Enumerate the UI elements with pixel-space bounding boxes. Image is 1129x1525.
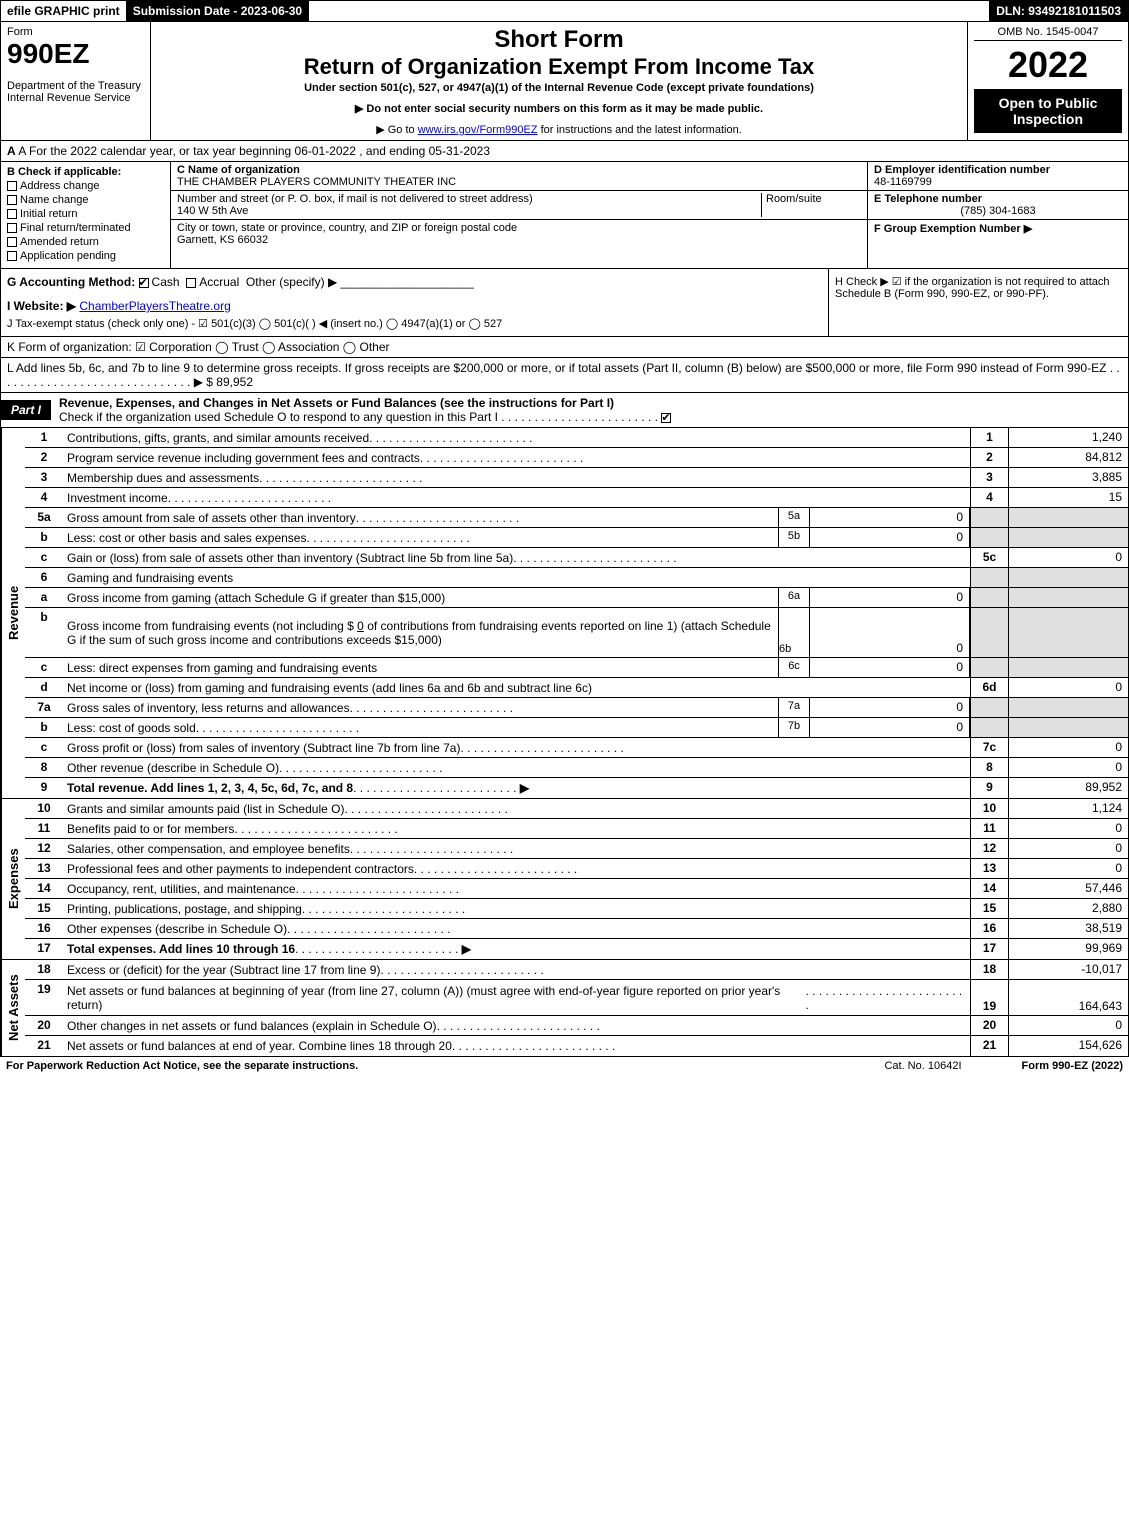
title-sub: Under section 501(c), 527, or 4947(a)(1)…	[157, 82, 961, 94]
chk-application-pending[interactable]: Application pending	[7, 250, 164, 262]
dept-label: Department of the Treasury Internal Reve…	[7, 80, 144, 104]
val-line1: 1,240	[1008, 428, 1128, 447]
header-center: Short Form Return of Organization Exempt…	[151, 22, 968, 140]
org-city: Garnett, KS 66032	[177, 234, 268, 246]
form-header: Form 990EZ Department of the Treasury In…	[0, 22, 1129, 141]
part-i-title: Revenue, Expenses, and Changes in Net As…	[51, 393, 1128, 427]
part-i-tab: Part I	[1, 400, 51, 420]
c-name-row: C Name of organization THE CHAMBER PLAYE…	[171, 162, 867, 191]
val-line7c: 0	[1008, 738, 1128, 757]
org-street: 140 W 5th Ave	[177, 205, 248, 217]
val-line10: 1,124	[1008, 799, 1128, 818]
row-h-schedule-b: H Check ▶ ☑ if the organization is not r…	[828, 269, 1128, 336]
header-left: Form 990EZ Department of the Treasury In…	[1, 22, 151, 140]
val-line8: 0	[1008, 758, 1128, 777]
val-line5a: 0	[810, 508, 970, 527]
val-line12: 0	[1008, 839, 1128, 858]
val-line16: 38,519	[1008, 919, 1128, 938]
form-label: Form	[7, 26, 144, 38]
side-netassets: Net Assets	[1, 960, 25, 1056]
chk-initial-return[interactable]: Initial return	[7, 208, 164, 220]
org-info-grid: B Check if applicable: Address change Na…	[0, 162, 1129, 269]
side-expenses: Expenses	[1, 799, 25, 959]
val-line15: 2,880	[1008, 899, 1128, 918]
chk-accrual[interactable]	[186, 278, 196, 288]
open-public-inspection: Open to Public Inspection	[974, 89, 1122, 133]
footer-catno: Cat. No. 10642I	[884, 1060, 961, 1072]
website-link[interactable]: ChamberPlayersTheatre.org	[79, 299, 230, 313]
omb-number: OMB No. 1545-0047	[974, 26, 1122, 41]
part-i-check[interactable]	[661, 413, 671, 423]
revenue-section: Revenue 1Contributions, gifts, grants, a…	[0, 428, 1129, 799]
chk-amended-return[interactable]: Amended return	[7, 236, 164, 248]
val-line6d: 0	[1008, 678, 1128, 697]
val-line6a: 0	[810, 588, 970, 607]
val-line7b: 0	[810, 718, 970, 737]
d-ein: D Employer identification number 48-1169…	[868, 162, 1128, 191]
e-phone: E Telephone number (785) 304-1683	[868, 191, 1128, 220]
tax-year: 2022	[974, 47, 1122, 83]
c-street-row: Number and street (or P. O. box, if mail…	[171, 191, 867, 220]
section-b: B Check if applicable: Address change Na…	[1, 162, 171, 268]
row-a-taxyear: A A For the 2022 calendar year, or tax y…	[0, 141, 1129, 162]
val-line9: 89,952	[1008, 778, 1128, 798]
row-l-gross: L Add lines 5b, 6c, and 7b to line 9 to …	[0, 358, 1129, 393]
val-line17: 99,969	[1008, 939, 1128, 959]
footer-paperwork: For Paperwork Reduction Act Notice, see …	[6, 1060, 884, 1072]
row-i-label: I Website: ▶	[7, 299, 76, 313]
side-revenue: Revenue	[1, 428, 25, 798]
part-i-header: Part I Revenue, Expenses, and Changes in…	[0, 393, 1129, 428]
val-line20: 0	[1008, 1016, 1128, 1035]
val-line18: -10,017	[1008, 960, 1128, 979]
val-line7a: 0	[810, 698, 970, 717]
val-line21: 154,626	[1008, 1036, 1128, 1056]
chk-address-change[interactable]: Address change	[7, 180, 164, 192]
val-line3: 3,885	[1008, 468, 1128, 487]
header-right: OMB No. 1545-0047 2022 Open to Public In…	[968, 22, 1128, 140]
val-line19: 164,643	[1008, 980, 1128, 1015]
val-line14: 57,446	[1008, 879, 1128, 898]
note-link: ▶ Go to www.irs.gov/Form990EZ for instru…	[157, 123, 961, 136]
c-city-row: City or town, state or province, country…	[171, 220, 867, 248]
row-k-formorg: K Form of organization: ☑ Corporation ◯ …	[0, 337, 1129, 358]
f-group: F Group Exemption Number ▶	[868, 220, 1128, 237]
submission-date: Submission Date - 2023-06-30	[127, 1, 309, 21]
row-g-accounting: G Accounting Method: Cash Accrual Other …	[1, 269, 828, 336]
title-short-form: Short Form	[157, 26, 961, 54]
chk-name-change[interactable]: Name change	[7, 194, 164, 206]
netassets-section: Net Assets 18Excess or (deficit) for the…	[0, 960, 1129, 1057]
irs-link[interactable]: www.irs.gov/Form990EZ	[418, 124, 538, 136]
val-line5b: 0	[810, 528, 970, 547]
efile-print[interactable]: efile GRAPHIC print	[1, 1, 127, 21]
page-footer: For Paperwork Reduction Act Notice, see …	[0, 1057, 1129, 1075]
chk-cash[interactable]	[139, 278, 149, 288]
topbar: efile GRAPHIC print Submission Date - 20…	[0, 0, 1129, 22]
val-line5c: 0	[1008, 548, 1128, 567]
chk-final-return[interactable]: Final return/terminated	[7, 222, 164, 234]
org-name: THE CHAMBER PLAYERS COMMUNITY THEATER IN…	[177, 176, 456, 188]
val-line13: 0	[1008, 859, 1128, 878]
dln: DLN: 93492181011503	[989, 1, 1128, 21]
expenses-section: Expenses 10Grants and similar amounts pa…	[0, 799, 1129, 960]
note-ssn: ▶ Do not enter social security numbers o…	[157, 102, 961, 115]
val-line11: 0	[1008, 819, 1128, 838]
title-return: Return of Organization Exempt From Incom…	[157, 54, 961, 80]
form-number: 990EZ	[7, 38, 144, 70]
section-def: D Employer identification number 48-1169…	[868, 162, 1128, 268]
val-line2: 84,812	[1008, 448, 1128, 467]
row-j-taxexempt: J Tax-exempt status (check only one) - ☑…	[7, 317, 822, 330]
section-c: C Name of organization THE CHAMBER PLAYE…	[171, 162, 868, 268]
val-line6c: 0	[810, 658, 970, 677]
footer-formid: Form 990-EZ (2022)	[1022, 1060, 1123, 1072]
val-line6b: 0	[810, 608, 970, 657]
val-line4: 15	[1008, 488, 1128, 507]
